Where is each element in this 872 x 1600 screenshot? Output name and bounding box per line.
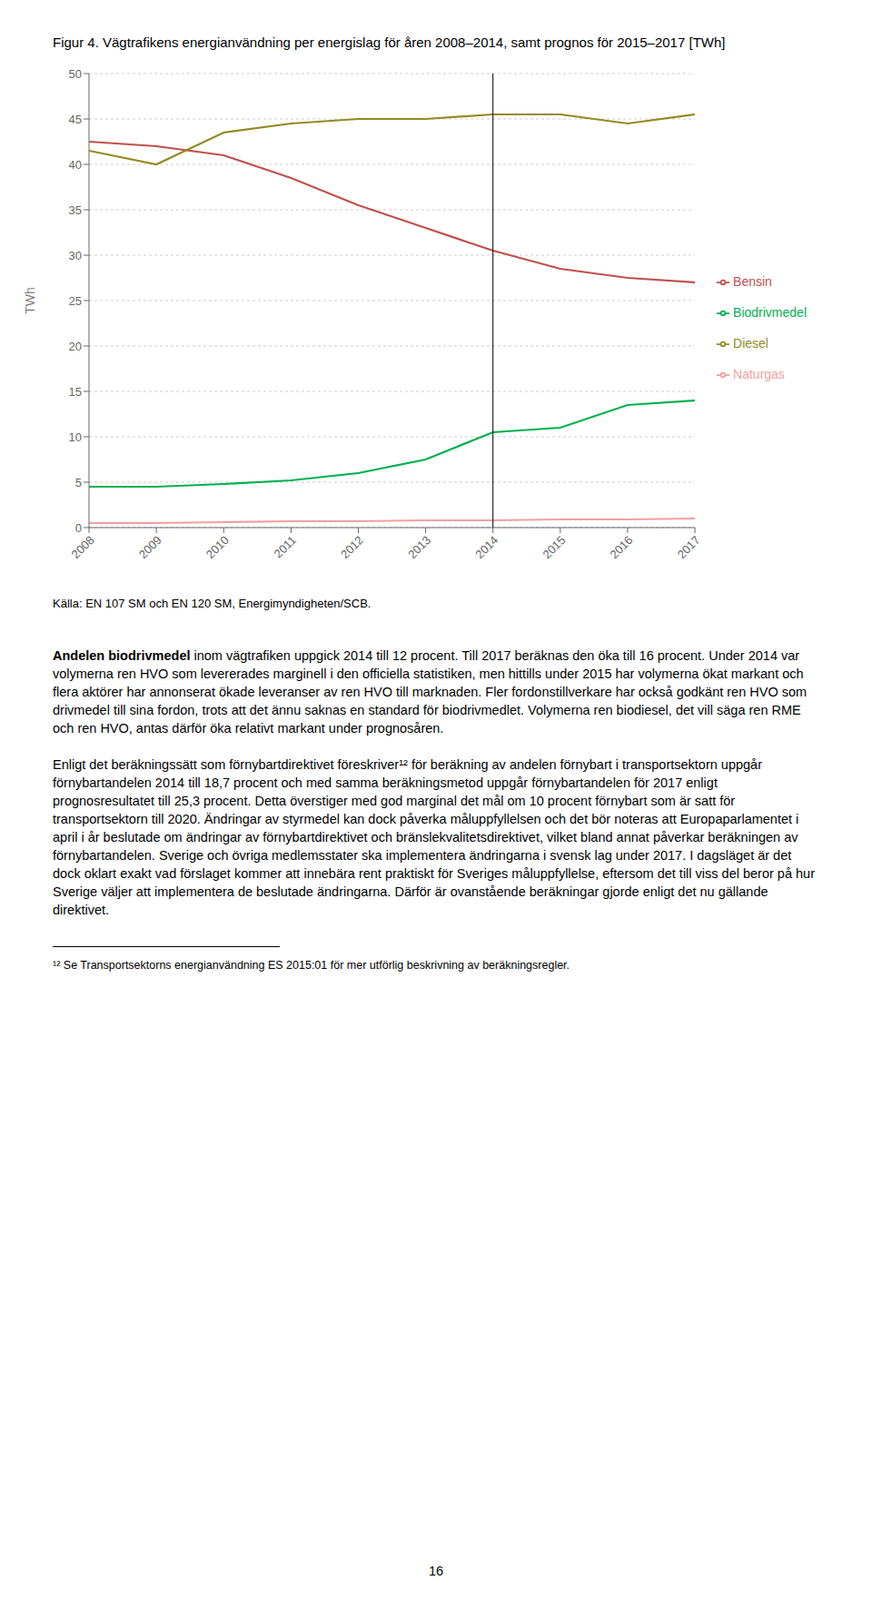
svg-text:25: 25 xyxy=(69,294,82,308)
svg-text:30: 30 xyxy=(69,248,82,263)
svg-text:2014: 2014 xyxy=(472,533,501,562)
html-text:Diesel: Diesel xyxy=(733,336,769,351)
html-text:Bensin: Bensin xyxy=(733,274,772,289)
svg-text:TWh: TWh xyxy=(22,287,38,315)
svg-text:15: 15 xyxy=(69,385,82,399)
svg-text:2013: 2013 xyxy=(405,533,434,562)
html-text:16: 16 xyxy=(428,1564,444,1579)
svg-text:5: 5 xyxy=(75,475,82,490)
html-text:Figur 4. Vägtrafikens energian: Figur 4. Vägtrafikens energianvändning p… xyxy=(52,34,726,50)
svg-text:0: 0 xyxy=(75,521,82,536)
svg-text:2017: 2017 xyxy=(674,533,704,562)
svg-text:35: 35 xyxy=(69,203,82,218)
svg-text:40: 40 xyxy=(69,158,82,172)
html-text:Andelen biodrivmedel inom vägt: Andelen biodrivmedel inom vägtrafiken up… xyxy=(52,648,807,736)
html-text:Källa: EN 107 SM och EN 120 SM: Källa: EN 107 SM och EN 120 SM, Energimy… xyxy=(52,596,372,611)
svg-text:10: 10 xyxy=(69,430,82,445)
svg-text:2011: 2011 xyxy=(271,533,299,561)
html-text:Naturgas: Naturgas xyxy=(733,366,785,382)
svg-text:2010: 2010 xyxy=(203,533,232,562)
html-text:¹² Se Transportsektorns energi: ¹² Se Transportsektorns energianvändning… xyxy=(52,959,570,972)
svg-text:2012: 2012 xyxy=(337,533,367,562)
svg-text:45: 45 xyxy=(69,112,82,127)
html-text:Enligt det beräkningssätt som: Enligt det beräkningssätt som förnybartd… xyxy=(52,757,815,918)
svg-text:2016: 2016 xyxy=(607,533,636,562)
svg-text:2009: 2009 xyxy=(136,533,165,562)
html-text:Biodrivmedel: Biodrivmedel xyxy=(733,305,807,320)
svg-text:2015: 2015 xyxy=(539,533,568,562)
svg-text:20: 20 xyxy=(69,339,82,354)
svg-text:50: 50 xyxy=(69,67,82,81)
svg-text:2008: 2008 xyxy=(69,533,98,562)
